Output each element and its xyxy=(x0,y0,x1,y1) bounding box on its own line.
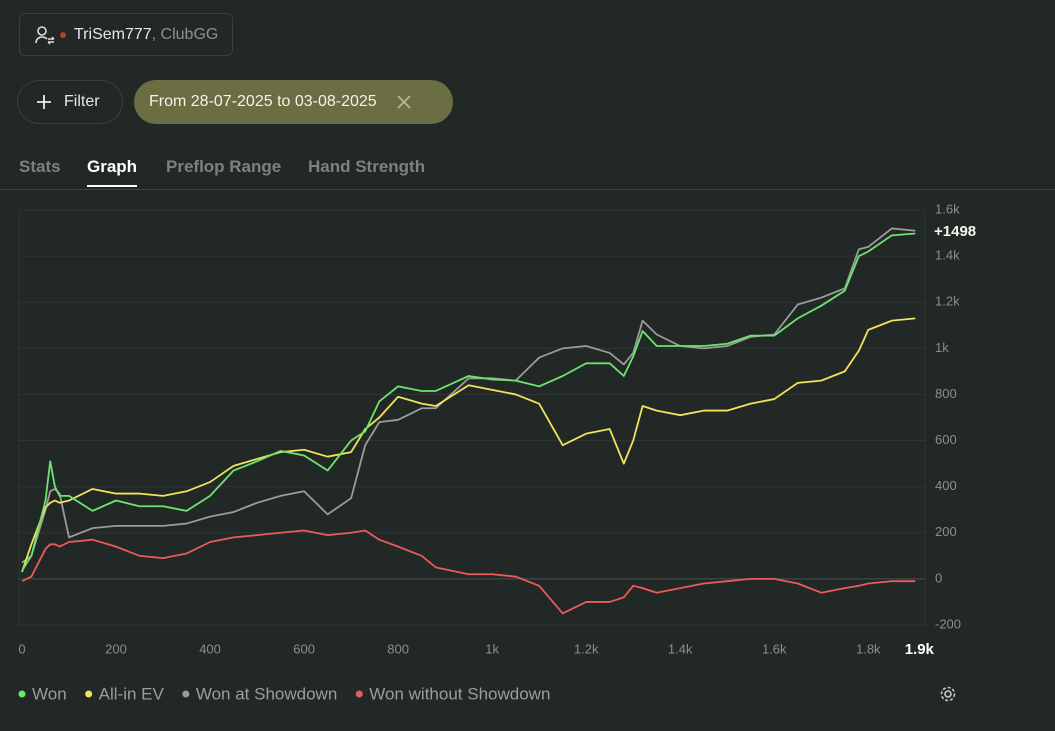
y-tick-label: 600 xyxy=(935,432,957,447)
legend-label[interactable]: Won at Showdown xyxy=(196,684,337,703)
y-tick-label: 1.4k xyxy=(935,248,960,263)
x-tick-label: 1k xyxy=(485,641,499,656)
end-value-label: +1498 xyxy=(934,223,976,240)
y-tick-label: 0 xyxy=(935,570,942,585)
account-icon xyxy=(35,25,55,44)
y-tick-label: 1.6k xyxy=(935,201,960,216)
plot-frame xyxy=(18,209,926,626)
x-tick-label: 200 xyxy=(105,641,127,656)
series-line xyxy=(21,227,916,564)
date-filter[interactable]: From 28-07-2025 to 03-08-2025 xyxy=(134,80,453,124)
tab[interactable]: Hand Strength xyxy=(308,157,426,176)
filter-button[interactable]: Filter xyxy=(17,80,123,124)
divider xyxy=(0,189,1055,190)
status-dot xyxy=(60,31,66,38)
settings-icon[interactable] xyxy=(940,686,956,702)
y-tick-label: 200 xyxy=(935,524,957,539)
club-name: , ClubGG xyxy=(151,25,219,43)
x-tick-label: 0 xyxy=(18,641,25,656)
y-tick-label: -200 xyxy=(935,616,961,631)
account-selector[interactable]: TriSem777, ClubGG xyxy=(19,13,233,56)
filter-label: Filter xyxy=(64,93,100,110)
tab[interactable]: Stats xyxy=(19,157,61,176)
x-tick-label: 1.8k xyxy=(856,641,881,656)
tab-active[interactable]: Graph xyxy=(87,157,138,187)
legend-label[interactable]: Won xyxy=(32,684,67,703)
legend-dot xyxy=(182,690,190,698)
date-range: From 28-07-2025 to 03-08-2025 xyxy=(149,93,377,110)
legend-label[interactable]: All-in EV xyxy=(99,684,165,703)
series-line xyxy=(21,232,916,572)
legend-dot xyxy=(355,690,363,698)
account-name: TriSem777 xyxy=(74,25,152,43)
legend-label[interactable]: Won without Showdown xyxy=(369,684,550,703)
series-line xyxy=(21,529,916,615)
y-tick-label: 1k xyxy=(935,340,949,355)
y-tick-label: 1.2k xyxy=(935,294,960,309)
y-tick-label: 400 xyxy=(935,478,957,493)
legend-dot xyxy=(85,690,93,698)
x-tick-label: 1.9k xyxy=(905,641,935,658)
x-tick-label: 800 xyxy=(387,641,409,656)
x-tick-label: 600 xyxy=(293,641,315,656)
x-tick-label: 1.4k xyxy=(668,641,693,656)
plus-icon xyxy=(37,95,51,109)
x-tick-label: 1.6k xyxy=(762,641,787,656)
y-tick-label: 800 xyxy=(935,386,957,401)
series-line xyxy=(21,317,916,573)
x-tick-label: 400 xyxy=(199,641,221,656)
clear-icon[interactable] xyxy=(397,95,411,109)
tab[interactable]: Preflop Range xyxy=(166,157,282,176)
legend-dot xyxy=(18,690,26,698)
x-tick-label: 1.2k xyxy=(574,641,599,656)
